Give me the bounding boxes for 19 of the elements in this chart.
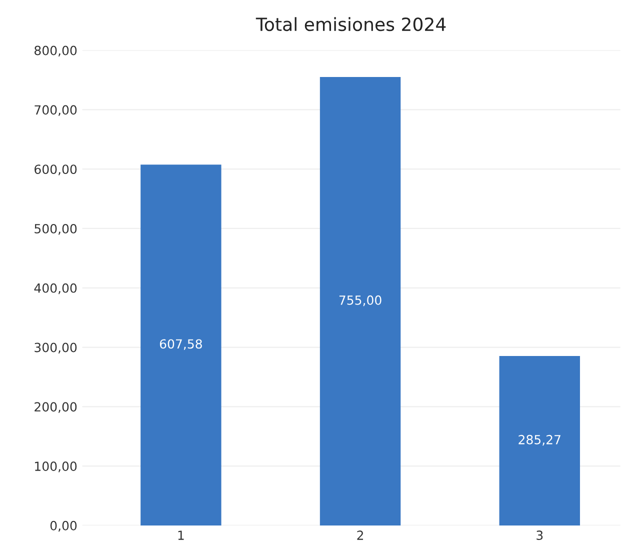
bar — [320, 77, 401, 526]
y-tick-label: 100,00 — [35, 462, 77, 472]
bar — [499, 356, 580, 526]
bar — [140, 164, 222, 526]
data-label: 607,58 — [160, 339, 202, 350]
chart-title: Total emisiones 2024 — [256, 17, 446, 32]
y-tick-label: 700,00 — [34, 105, 77, 116]
y-tick-label: 0,00 — [50, 520, 77, 532]
data-label: 285,27 — [518, 434, 560, 446]
y-tick-label: 800,00 — [34, 46, 77, 57]
y-tick-label: 200,00 — [34, 402, 77, 413]
x-tick-label: 3 — [536, 530, 543, 540]
x-tick-label: 1 — [178, 530, 184, 540]
y-tick-label: 600,00 — [34, 164, 77, 176]
x-tick-label: 2 — [357, 530, 364, 540]
y-tick-label: 400,00 — [34, 283, 77, 294]
y-tick-label: 500,00 — [34, 224, 77, 235]
data-label: 755,00 — [339, 295, 382, 306]
y-tick-label: 300,00 — [34, 342, 77, 354]
